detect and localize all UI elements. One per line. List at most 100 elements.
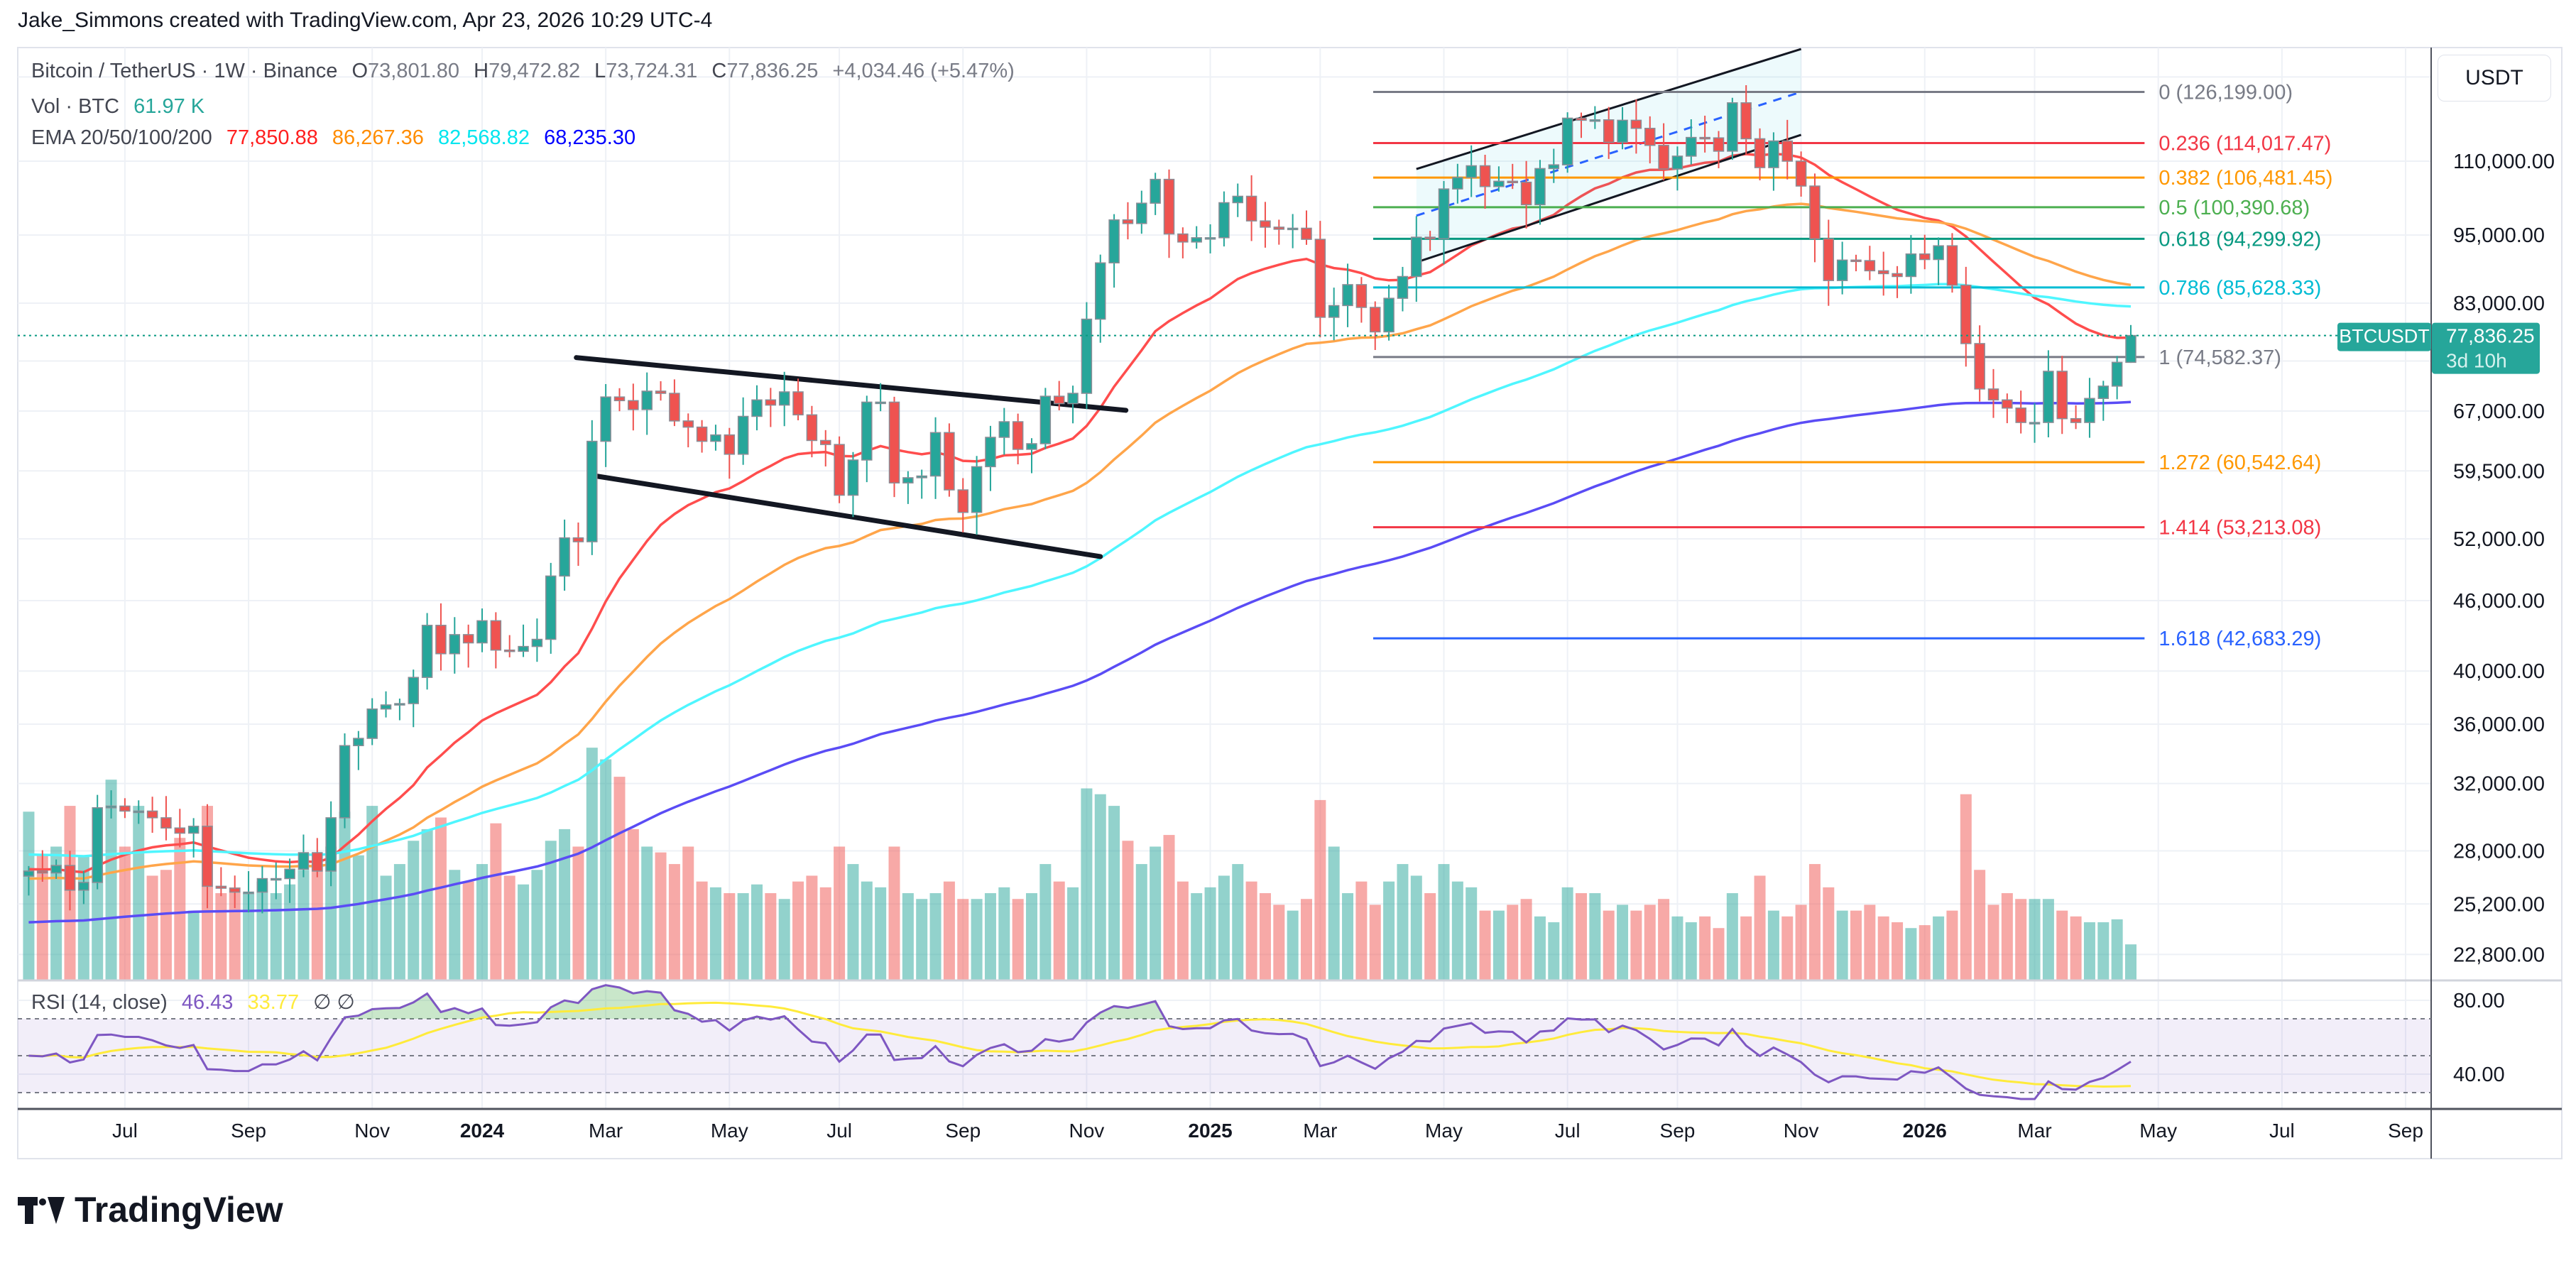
- volume-label[interactable]: Vol · BTC: [31, 95, 120, 118]
- candle-body: [613, 396, 626, 402]
- volume-bar: [1534, 916, 1546, 980]
- candle-body: [1438, 188, 1450, 240]
- volume-bar: [1108, 806, 1120, 980]
- volume-bar: [709, 887, 721, 980]
- candle: [229, 875, 241, 909]
- volume-bar: [1644, 904, 1656, 980]
- candle: [1012, 413, 1024, 465]
- close-label: C: [711, 60, 727, 82]
- volume-bar: [146, 875, 158, 980]
- candle-body: [1232, 195, 1243, 204]
- candle-body: [1493, 180, 1505, 187]
- low-value: 73,724.31: [606, 60, 698, 82]
- price-axis-label: 67,000.00: [2453, 400, 2545, 423]
- candle-body: [2084, 398, 2095, 423]
- volume-bar: [613, 777, 626, 980]
- candle-body: [1823, 238, 1835, 281]
- candle-body: [2029, 422, 2041, 425]
- candle-body: [1836, 259, 1848, 281]
- volume-bar: [929, 893, 942, 980]
- rsi-overbought-fill: [28, 985, 2131, 1019]
- candle: [160, 796, 172, 841]
- candle: [1493, 166, 1505, 192]
- candle-body: [1191, 237, 1202, 243]
- time-axis-label: Nov: [354, 1120, 390, 1142]
- candle-body: [449, 634, 461, 655]
- candle: [1795, 151, 1807, 197]
- fib-level-label: 0 (126,199.00): [2159, 81, 2293, 104]
- candle-body: [2056, 371, 2068, 420]
- candle: [1727, 97, 1738, 160]
- currency-button[interactable]: USDT: [2438, 55, 2551, 102]
- volume-bar: [1603, 910, 1615, 980]
- candle-body: [1026, 443, 1037, 450]
- price-axis-label: 40,000.00: [2453, 660, 2545, 683]
- candle: [1671, 146, 1683, 191]
- volume-bar: [1218, 875, 1230, 980]
- candle-body: [78, 882, 89, 891]
- candle: [1823, 219, 1835, 306]
- candle: [1204, 224, 1216, 253]
- candle: [2084, 378, 2095, 438]
- candle: [1411, 216, 1422, 302]
- volume-bar: [984, 893, 996, 980]
- open-label: O: [351, 60, 369, 82]
- candle-body: [1589, 119, 1601, 122]
- volume-bar: [943, 881, 955, 980]
- volume-bar: [765, 893, 777, 980]
- candle-body: [490, 620, 502, 651]
- candle-body: [944, 432, 955, 491]
- low-label: L: [594, 60, 606, 82]
- volume-bar: [1328, 846, 1340, 980]
- volume-bar: [1576, 893, 1587, 980]
- volume-bar: [476, 864, 488, 980]
- time-axis-label: 2024: [460, 1120, 505, 1142]
- volume-bar: [1726, 893, 1738, 980]
- candle: [1355, 277, 1368, 323]
- candle: [1864, 246, 1876, 280]
- time-axis-label: Mar: [589, 1120, 623, 1142]
- candle-body: [2002, 399, 2013, 409]
- ema-label[interactable]: EMA 20/50/100/200: [31, 126, 212, 149]
- candle: [1686, 119, 1697, 165]
- time-axis-label: Mar: [2017, 1120, 2051, 1142]
- volume-bar: [284, 884, 296, 980]
- fib-level-label: 0.618 (94,299.92): [2159, 228, 2321, 251]
- candle-body: [202, 826, 213, 887]
- volume-bar: [696, 881, 708, 980]
- candle-body: [1534, 168, 1546, 206]
- fib-level-label: 0.236 (114,017.47): [2159, 133, 2331, 155]
- ema-100-line: [28, 283, 2132, 858]
- volume-bar: [215, 893, 227, 980]
- candle-body: [1260, 220, 1271, 228]
- candle: [1507, 163, 1518, 190]
- candle-body: [806, 414, 818, 442]
- rsi-extra-values: ∅ ∅: [313, 991, 355, 1014]
- candle: [1245, 175, 1257, 241]
- volume-bar: [1960, 794, 1972, 980]
- rsi-label[interactable]: RSI (14, close): [31, 991, 168, 1014]
- symbol-title[interactable]: Bitcoin / TetherUS · 1W · Binance: [31, 60, 338, 82]
- candle: [778, 371, 790, 427]
- candle-body: [1905, 253, 1917, 278]
- candle-body: [2097, 386, 2110, 399]
- volume-bar: [1355, 881, 1368, 980]
- candle: [2056, 356, 2068, 434]
- candle-body: [1383, 297, 1395, 333]
- volume-bar: [1259, 893, 1271, 980]
- candle: [105, 790, 117, 819]
- candle-body: [1053, 395, 1065, 405]
- volume-bar: [408, 841, 420, 980]
- candle-body: [2070, 417, 2082, 423]
- volume-bar: [1053, 881, 1065, 980]
- candle: [1397, 266, 1409, 312]
- time-axis-label: Jul: [112, 1120, 138, 1142]
- candle-body: [971, 466, 983, 513]
- price-axis-label: 32,000.00: [2453, 773, 2545, 796]
- candle-body: [1108, 219, 1120, 264]
- candle: [792, 378, 804, 420]
- candle: [1713, 131, 1725, 168]
- channel-lower-line: [1416, 133, 1802, 263]
- candle-body: [1452, 177, 1463, 190]
